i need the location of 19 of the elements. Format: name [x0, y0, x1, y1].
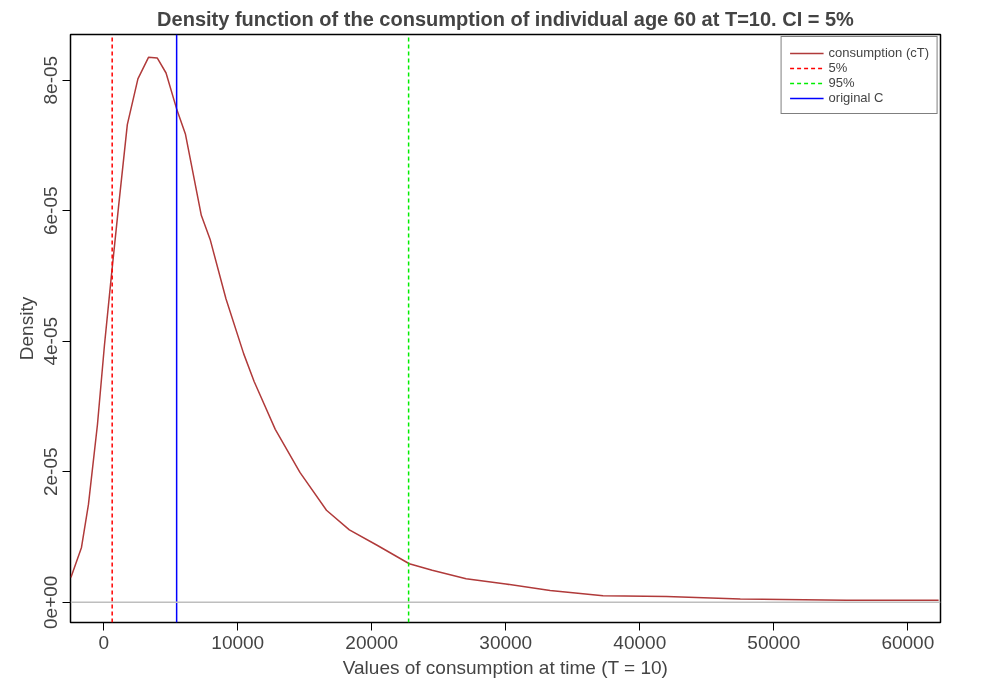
- y-tick-label: 4e-05: [40, 316, 62, 366]
- x-tick-label: 30000: [479, 631, 533, 653]
- y-axis-title: Density: [15, 296, 37, 361]
- x-axis-title: Values of consumption at time (T = 10): [342, 656, 668, 678]
- x-tick-label: 20000: [345, 631, 399, 653]
- x-tick-label: 40000: [613, 631, 667, 653]
- x-tick-label: 50000: [747, 631, 801, 653]
- x-tick-label: 10000: [211, 631, 265, 653]
- x-tick-label: 0: [98, 631, 110, 653]
- chart-title: Density function of the consumption of individual age 60 at T=10. CI = 5%: [157, 7, 855, 30]
- legend-label: original C: [828, 90, 884, 105]
- legend-label: consumption (cT): [828, 45, 929, 60]
- y-tick-label: 6e-05: [40, 186, 62, 235]
- legend-label: 5%: [828, 60, 849, 75]
- y-tick-label: 8e-05: [40, 55, 62, 105]
- y-tick-label: 0e+00: [40, 575, 62, 629]
- x-tick-label: 60000: [881, 631, 935, 653]
- y-tick-label: 2e-05: [40, 447, 62, 497]
- legend-label: 95%: [828, 75, 855, 90]
